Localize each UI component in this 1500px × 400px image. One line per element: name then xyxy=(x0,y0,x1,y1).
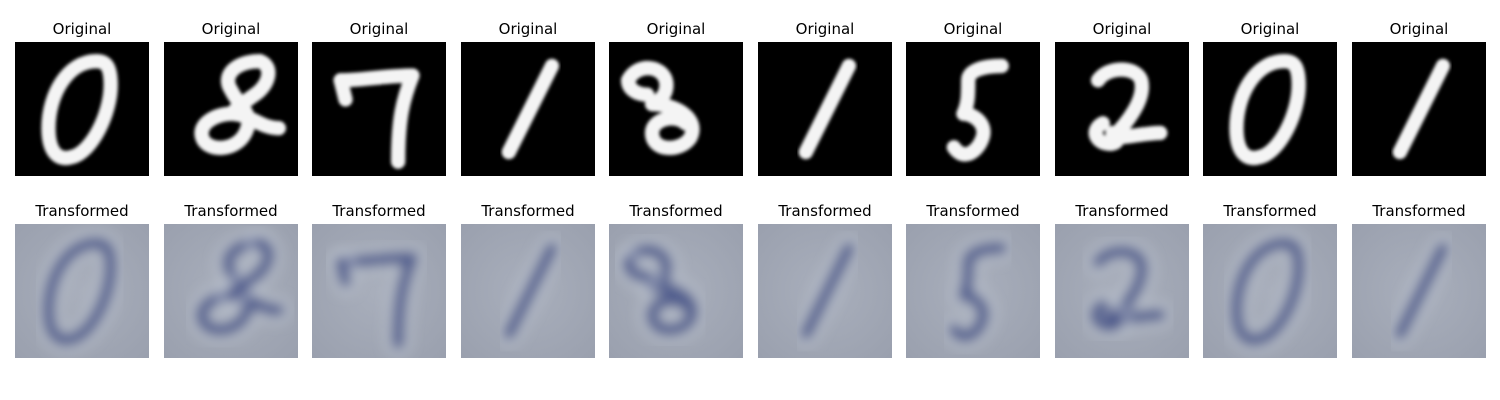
transformed-digit-image xyxy=(1055,224,1189,358)
original-digit-image xyxy=(906,42,1040,176)
panel-title: Transformed xyxy=(332,202,426,220)
panel-title: Original xyxy=(349,20,409,38)
digit-1-icon xyxy=(1352,224,1486,358)
transformed-digit-image xyxy=(312,224,446,358)
panel-title: Original xyxy=(1389,20,1449,38)
digit-0-icon xyxy=(1203,42,1337,176)
panel-title: Transformed xyxy=(629,202,723,220)
transformed-digit-image xyxy=(1203,224,1337,358)
panel-title: Original xyxy=(52,20,112,38)
digit-1-icon xyxy=(461,42,595,176)
transformed-digit-image xyxy=(906,224,1040,358)
original-row: Original Original Original Original Original… xyxy=(0,18,1500,178)
original-panel: Original xyxy=(15,18,149,178)
digit-0-icon xyxy=(15,224,149,358)
digit-5-icon xyxy=(906,42,1040,176)
original-digit-image xyxy=(1055,42,1189,176)
panel-title: Transformed xyxy=(481,202,575,220)
transformed-panel: Transformed xyxy=(461,200,595,360)
digit-1-icon xyxy=(461,224,595,358)
digit-5-icon xyxy=(906,224,1040,358)
digit-1-icon xyxy=(758,224,892,358)
digit-7-icon xyxy=(312,224,446,358)
original-panel: Original xyxy=(164,18,298,178)
panel-title: Transformed xyxy=(35,202,129,220)
panel-title: Original xyxy=(1092,20,1152,38)
panel-title: Original xyxy=(201,20,261,38)
panel-title: Transformed xyxy=(184,202,278,220)
transformed-digit-image xyxy=(1352,224,1486,358)
panel-title: Original xyxy=(646,20,706,38)
original-digit-image xyxy=(15,42,149,176)
original-panel: Original xyxy=(609,18,743,178)
original-panel: Original xyxy=(1352,18,1486,178)
transformed-panel: Transformed xyxy=(15,200,149,360)
original-digit-image xyxy=(164,42,298,176)
original-panel: Original xyxy=(1203,18,1337,178)
panel-title: Original xyxy=(1240,20,1300,38)
digit-8-icon xyxy=(164,42,298,176)
panel-title: Transformed xyxy=(778,202,872,220)
transformed-panel: Transformed xyxy=(609,200,743,360)
original-digit-image xyxy=(758,42,892,176)
panel-title: Original xyxy=(943,20,1003,38)
panel-title: Original xyxy=(498,20,558,38)
digit-2-icon xyxy=(1055,42,1189,176)
original-digit-image xyxy=(312,42,446,176)
digit-3-icon xyxy=(609,42,743,176)
transformed-panel: Transformed xyxy=(1203,200,1337,360)
transformed-digit-image xyxy=(609,224,743,358)
original-panel: Original xyxy=(461,18,595,178)
panel-title: Transformed xyxy=(1372,202,1466,220)
panel-title: Transformed xyxy=(1223,202,1317,220)
digit-8-icon xyxy=(164,224,298,358)
original-digit-image xyxy=(609,42,743,176)
original-panel: Original xyxy=(906,18,1040,178)
original-digit-image xyxy=(461,42,595,176)
transformed-panel: Transformed xyxy=(1055,200,1189,360)
transformed-panel: Transformed xyxy=(312,200,446,360)
panel-title: Original xyxy=(795,20,855,38)
transformed-row: Transformed Transformed Transformed Transfo… xyxy=(0,200,1500,360)
transformed-panel: Transformed xyxy=(164,200,298,360)
digit-0-icon xyxy=(15,42,149,176)
transformed-digit-image xyxy=(461,224,595,358)
transformed-digit-image xyxy=(758,224,892,358)
transformed-panel: Transformed xyxy=(758,200,892,360)
panel-title: Transformed xyxy=(1075,202,1169,220)
digit-1-icon xyxy=(758,42,892,176)
digit-3-icon xyxy=(609,224,743,358)
digit-7-icon xyxy=(312,42,446,176)
digit-0-icon xyxy=(1203,224,1337,358)
original-panel: Original xyxy=(312,18,446,178)
transformed-panel: Transformed xyxy=(906,200,1040,360)
original-digit-image xyxy=(1203,42,1337,176)
original-digit-image xyxy=(1352,42,1486,176)
digit-2-icon xyxy=(1055,224,1189,358)
digit-1-icon xyxy=(1352,42,1486,176)
transformed-digit-image xyxy=(15,224,149,358)
original-panel: Original xyxy=(758,18,892,178)
panel-title: Transformed xyxy=(926,202,1020,220)
transformed-digit-image xyxy=(164,224,298,358)
original-panel: Original xyxy=(1055,18,1189,178)
transformed-panel: Transformed xyxy=(1352,200,1486,360)
